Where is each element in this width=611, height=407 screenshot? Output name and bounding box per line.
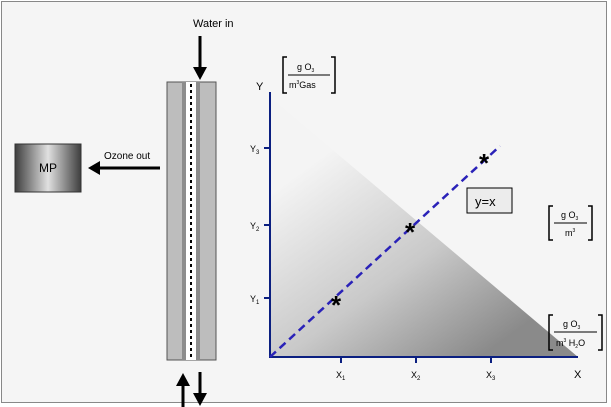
bottom-arrows (176, 372, 207, 407)
water-in-arrow (193, 36, 207, 80)
mid-unit: g O3 m3 (548, 205, 593, 241)
ozone-out-label: Ozone out (104, 151, 150, 162)
mp-label: MP (39, 161, 57, 175)
svg-text:g O3: g O3 (563, 319, 581, 331)
data-point-2: * (405, 217, 416, 247)
svg-text:m3Gas: m3Gas (289, 80, 316, 90)
mp-box (14, 143, 82, 193)
y-unit: g O3 m3Gas (282, 56, 336, 94)
water-in-label: Water in (193, 18, 234, 30)
equilibrium-line (269, 145, 501, 358)
data-point-1: * (331, 290, 342, 320)
equation-label: y=x (475, 194, 496, 209)
chart-axes (264, 92, 578, 363)
y-tick-1: Y1 (250, 294, 260, 306)
x-axis-label: X (574, 369, 582, 381)
svg-text:m3 H2O: m3 H2O (556, 338, 585, 350)
ozone-out-arrow (88, 161, 160, 175)
x-tick-2: X2 (411, 370, 421, 382)
y-axis-label: Y (256, 81, 264, 93)
x-tick-1: X1 (336, 370, 346, 382)
equation-box (466, 187, 513, 214)
data-point-3: * (479, 148, 490, 178)
svg-text:g O3: g O3 (297, 62, 315, 74)
y-tick-2: Y2 (250, 221, 260, 233)
y-tick-3: Y3 (250, 144, 260, 156)
ozone-column (166, 81, 217, 361)
svg-text:g O3: g O3 (561, 210, 579, 222)
svg-text:m3: m3 (565, 228, 576, 238)
equilibrium-region (270, 97, 578, 357)
x-tick-3: X3 (486, 370, 496, 382)
x-unit: g O3 m3 H2O (548, 314, 603, 351)
